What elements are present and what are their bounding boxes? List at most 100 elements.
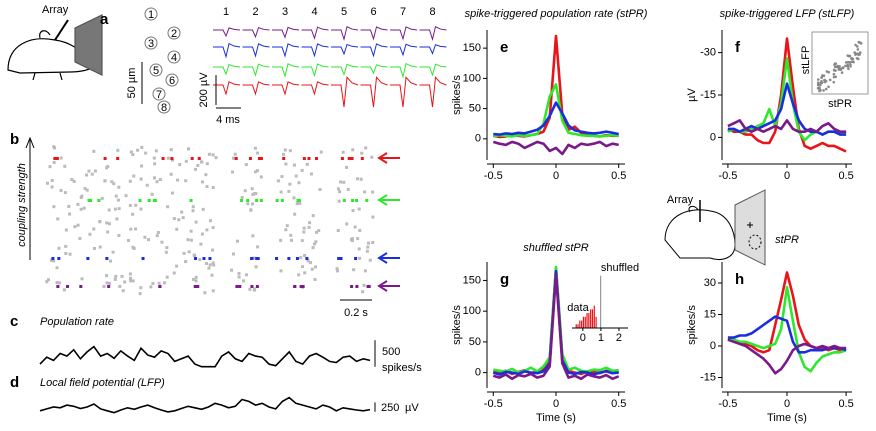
raster-dot xyxy=(64,244,68,248)
raster-dot xyxy=(63,164,67,168)
raster-dot xyxy=(238,285,242,288)
raster-dot xyxy=(371,215,375,219)
raster-dot xyxy=(355,177,359,181)
waveform xyxy=(242,43,270,58)
series-line xyxy=(493,83,619,138)
raster-dot xyxy=(237,275,241,279)
inset-dot xyxy=(847,67,850,71)
raster-dot xyxy=(150,192,154,196)
raster-dot xyxy=(259,199,263,202)
raster-dot xyxy=(250,187,254,191)
x-tick-label: -0.5 xyxy=(484,398,503,410)
inset-dot xyxy=(858,53,861,56)
raster-dot xyxy=(292,163,296,167)
raster-dot xyxy=(189,199,193,202)
y-tick-label: -15 xyxy=(700,89,716,101)
raster-dot xyxy=(139,177,143,181)
raster-dot xyxy=(105,281,109,285)
inset-dot xyxy=(832,80,836,84)
raster-dot xyxy=(204,173,208,177)
raster-dot xyxy=(82,206,86,210)
scale-label: 50 µm xyxy=(126,68,138,99)
raster-dot xyxy=(250,285,254,288)
inset-dot xyxy=(850,57,854,60)
raster-dot xyxy=(79,207,83,211)
raster-dot xyxy=(303,271,307,275)
scale-label: 200 µV xyxy=(198,72,210,108)
array-label: Array xyxy=(667,194,694,206)
waveform xyxy=(360,43,388,58)
raster-dot xyxy=(307,157,311,160)
raster-dot xyxy=(350,157,354,160)
scale-value: 250 xyxy=(381,402,399,414)
x-axis-label: Time (s) xyxy=(767,412,807,424)
raster-dot xyxy=(157,281,161,285)
raster-dot xyxy=(244,273,248,277)
raster-dot xyxy=(108,281,112,285)
waveform xyxy=(360,64,388,75)
raster-dot xyxy=(151,281,155,285)
raster-dot xyxy=(309,172,313,176)
raster-dot xyxy=(113,277,117,281)
raster-dot xyxy=(93,169,97,173)
raster-dot xyxy=(293,212,297,216)
raster-dot xyxy=(190,157,194,160)
hist-bar xyxy=(593,305,595,328)
raster-dot xyxy=(288,149,292,153)
electrode xyxy=(144,7,158,21)
waveform xyxy=(331,43,359,56)
hist-bar xyxy=(590,309,592,328)
raster-dot xyxy=(105,221,109,225)
column-label: 6 xyxy=(370,6,376,18)
trace-line xyxy=(39,345,371,368)
panel-letter: b xyxy=(10,131,19,148)
raster-dot xyxy=(155,234,159,238)
raster-dot xyxy=(152,156,156,160)
raster-dot xyxy=(121,289,125,293)
raster-dot xyxy=(166,156,170,160)
raster-dot xyxy=(319,150,323,154)
raster-dot xyxy=(211,226,215,230)
column-label: 7 xyxy=(400,6,406,18)
panel-letter: g xyxy=(500,271,509,288)
inset-dot xyxy=(855,56,859,60)
raster-dot xyxy=(107,222,111,226)
raster-dot xyxy=(345,165,349,169)
raster-dot xyxy=(248,157,252,160)
raster-dot xyxy=(346,187,350,191)
raster-dot xyxy=(300,239,304,243)
raster-dot xyxy=(318,188,322,192)
inset-dot xyxy=(828,78,832,82)
raster-dot xyxy=(67,204,71,208)
raster-dot xyxy=(251,202,255,206)
waveform xyxy=(331,76,359,108)
raster-dot xyxy=(313,242,317,246)
raster-dot xyxy=(230,170,234,174)
raster-dot xyxy=(87,169,91,173)
raster-dot xyxy=(89,199,93,202)
raster-dot xyxy=(211,186,215,190)
raster-dot xyxy=(140,164,144,168)
raster-dot xyxy=(117,233,121,237)
hist-bar xyxy=(586,313,588,328)
raster-dot xyxy=(98,219,102,223)
raster-dot xyxy=(353,225,357,229)
inset-dot xyxy=(859,42,863,45)
series-line xyxy=(492,273,620,381)
raster-dot xyxy=(250,257,254,260)
raster-dot xyxy=(193,285,197,288)
raster-dot xyxy=(338,190,342,194)
raster-dot xyxy=(59,189,63,193)
waveform xyxy=(272,63,300,78)
y-tick-label: 50 xyxy=(469,336,481,348)
inset-dot xyxy=(824,87,828,91)
raster-dot xyxy=(204,262,208,266)
series-line xyxy=(727,271,847,354)
x-tick-label: -0.5 xyxy=(484,170,503,182)
raster-dot xyxy=(97,199,101,202)
raster-dot xyxy=(153,162,157,166)
scale-unit: µV xyxy=(405,402,419,414)
array-label: Array xyxy=(42,4,69,16)
raster-dot xyxy=(360,151,364,155)
raster-dot xyxy=(252,256,256,260)
